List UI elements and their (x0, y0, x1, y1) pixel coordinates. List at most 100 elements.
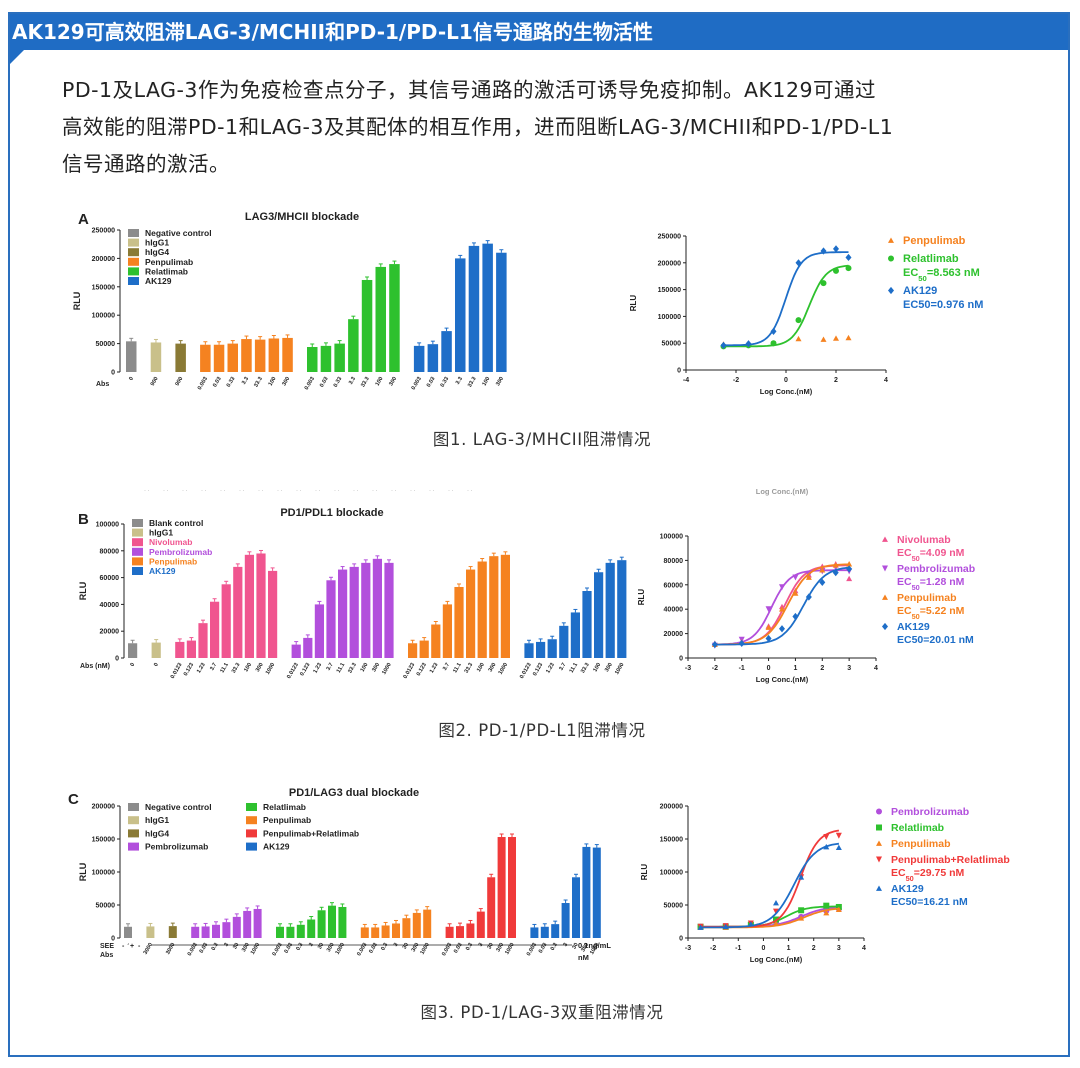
legend-label: hIgG4 (145, 828, 169, 838)
chart-title: PD1/LAG3 dual blockade (289, 787, 419, 799)
bar (408, 643, 418, 658)
y-tick-label: 100000 (92, 313, 115, 320)
x-tick-label: 1000 (335, 942, 346, 956)
x-tick-label: 300 (241, 942, 251, 953)
x-tick-label: 0.003 (272, 942, 284, 957)
y-tick-label: 100000 (660, 534, 683, 541)
legend-label: AK129 (903, 285, 937, 297)
bar (582, 591, 592, 658)
bar (254, 339, 266, 372)
x-tick-label: 3.7 (326, 662, 335, 672)
x-tick-label: 300 (371, 662, 381, 673)
y-tick-label: 40000 (664, 607, 684, 614)
legend-swatch (128, 816, 139, 825)
curve-chart: 0 50000 100000 150000 200000 -3 -2 -1 0 1 2 3 4 Log C… (640, 804, 1010, 965)
legend-label: Relatlimab (145, 266, 188, 276)
fit-curve (714, 566, 850, 646)
x-tick-label: 0.123 (416, 662, 428, 677)
bar (445, 926, 454, 938)
x-tick-label: 1.23 (429, 662, 440, 674)
x-tick-label: 3.7 (442, 662, 451, 672)
x-tick-label: 100 (268, 376, 278, 387)
y-tick-label: 0 (111, 370, 115, 377)
bar (227, 343, 238, 372)
intro-line-2: 高效能的阻滞PD-1和LAG-3及其配体的相互作用，进而阻断LAG-3/MCHI… (62, 115, 894, 139)
y-tick-label: 0 (677, 368, 681, 375)
bar (617, 560, 627, 658)
bar (466, 923, 475, 938)
x-tick-label: 0.3 (465, 942, 474, 952)
ec50-label: EC50=16.21 nM (891, 896, 968, 908)
x-tick-label: 0.003 (356, 942, 368, 957)
bar (198, 623, 208, 658)
x-tick-label: 3.3 (455, 376, 464, 386)
x-tick-label: 900 (150, 376, 160, 387)
x-tick-label: 0.33 (226, 376, 237, 388)
x-tick-label: - (126, 942, 132, 947)
data-point (798, 907, 805, 914)
x-tick-label: 0.003 (441, 942, 453, 957)
legend-label: AK129 (149, 566, 176, 576)
data-point (823, 909, 830, 916)
bar (233, 566, 243, 658)
bar (456, 926, 464, 938)
y-tick-label: 200000 (92, 256, 115, 263)
legend-label: Penpulimab (897, 592, 957, 604)
bar (413, 345, 425, 372)
bar (487, 877, 496, 938)
see-value: - (122, 943, 125, 950)
y-tick-label: 40000 (100, 602, 120, 609)
bar (381, 925, 390, 938)
legend-label: hIgG1 (149, 528, 173, 538)
bar (582, 846, 591, 938)
y-tick-label: 50000 (664, 903, 684, 910)
faded-mark: · · (334, 488, 340, 494)
legend-swatch (132, 557, 143, 566)
x-tick-label: 1000 (250, 942, 261, 956)
intro-line-1: PD-1及LAG-3作为免疫检查点分子，其信号通路的激活可诱导免疫抑制。AK12… (62, 78, 877, 102)
bar (168, 926, 177, 938)
y-tick-label: 20000 (100, 629, 120, 636)
bar (361, 279, 373, 372)
bar (349, 566, 359, 658)
ec50-label: EC50=29.75 nM (891, 867, 965, 883)
x-axis-label: Abs (nM) (80, 663, 110, 670)
data-point (835, 832, 842, 839)
bar (500, 554, 510, 658)
data-point (888, 286, 894, 295)
legend-label: Pembrolizumab (145, 842, 208, 852)
legend-swatch (128, 842, 139, 851)
figure-3-caption: 图3. PD-1/LAG-3双重阻滞情况 (420, 1003, 664, 1022)
legend-swatch (128, 229, 139, 237)
faded-mark: · · (163, 488, 169, 494)
y-tick-label: 80000 (100, 548, 120, 555)
y-tick-label: 0 (115, 656, 119, 663)
legend-swatch (132, 519, 143, 527)
bar (150, 342, 162, 372)
x-axis-label: Log Conc.(nM) (750, 955, 803, 964)
bar (466, 569, 476, 658)
x-tick-label: 2 (834, 377, 838, 384)
data-point (882, 536, 888, 542)
x-tick-label: 0.003 (304, 376, 316, 391)
data-point (765, 606, 772, 613)
x-tick-label: 0.03 (199, 942, 210, 954)
data-point (820, 247, 827, 255)
bar (477, 561, 487, 658)
data-point (888, 237, 894, 243)
x-tick-label: 0.33 (333, 376, 344, 388)
bar (524, 643, 534, 658)
x-tick-label: -2 (733, 377, 739, 384)
fit-curve (723, 264, 849, 348)
data-point (882, 594, 888, 600)
x-tick-label: 0.003 (197, 376, 209, 391)
x-tick-label: 100 (375, 376, 385, 387)
data-point (779, 584, 785, 591)
bar (384, 562, 394, 658)
bar (489, 556, 499, 658)
legend-label: Penpulimab+Relatlimab (263, 828, 359, 838)
legend-swatch (132, 528, 143, 537)
legend-label: Penpulimab (891, 838, 951, 850)
bar (559, 625, 569, 658)
